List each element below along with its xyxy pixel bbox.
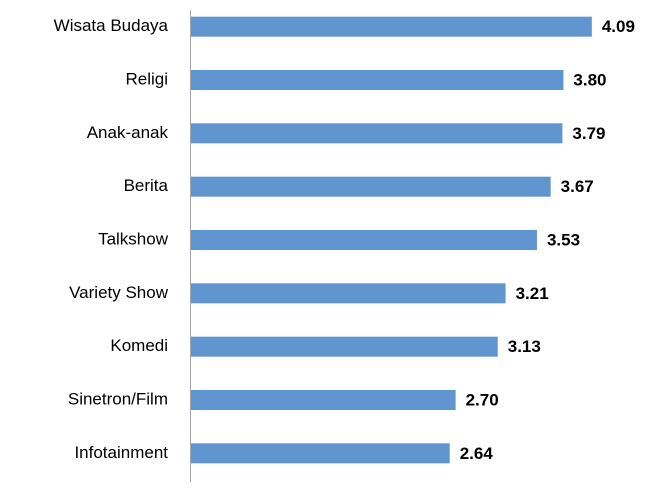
category-label: Sinetron/Film: [68, 389, 168, 408]
bar: [191, 390, 456, 410]
value-label: 2.70: [466, 390, 499, 409]
bar: [191, 123, 563, 144]
value-label: 3.79: [572, 124, 605, 143]
category-label: Variety Show: [69, 283, 169, 302]
category-label: Wisata Budaya: [54, 16, 169, 35]
value-label: 3.13: [508, 337, 541, 356]
category-label: Talkshow: [98, 229, 169, 248]
bar: [191, 230, 537, 250]
bar: [191, 176, 551, 197]
value-label: 3.21: [516, 284, 549, 303]
value-label: 3.80: [573, 70, 606, 89]
bar: [191, 70, 564, 90]
bar: [191, 283, 506, 304]
category-label: Komedi: [110, 336, 168, 355]
bar: [191, 336, 498, 357]
value-label: 2.64: [460, 444, 494, 463]
bar: [191, 16, 592, 37]
value-label: 3.67: [561, 177, 594, 196]
bar: [191, 443, 450, 464]
category-label: Infotainment: [74, 443, 168, 462]
value-label: 3.53: [547, 230, 580, 249]
value-label: 4.09: [602, 17, 635, 36]
category-label: Berita: [124, 176, 169, 195]
category-label: Anak-anak: [87, 123, 169, 142]
category-label: Religi: [125, 69, 168, 88]
